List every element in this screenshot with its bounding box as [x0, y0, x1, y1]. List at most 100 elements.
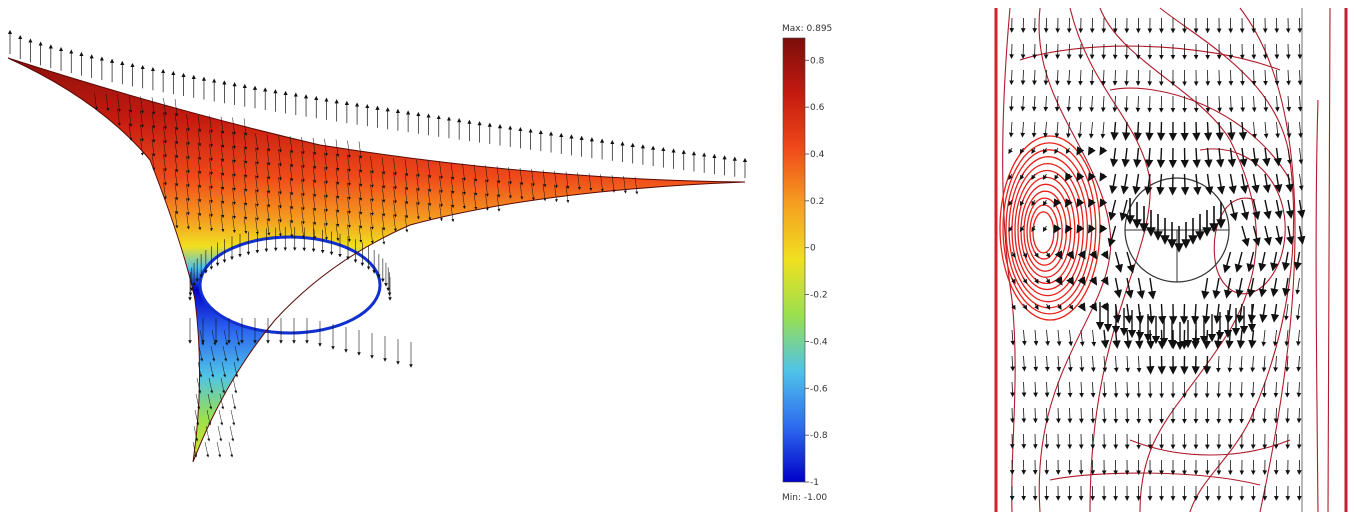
vector-arrow	[220, 377, 226, 394]
flow-arrow	[1033, 381, 1038, 398]
vector-arrow	[128, 95, 133, 113]
vector-arrow	[199, 329, 205, 346]
vector-arrow	[393, 172, 397, 190]
streamline	[1327, 7, 1331, 512]
colorbar-tick-label: 0.6	[810, 103, 825, 113]
vector-arrow	[197, 198, 202, 217]
colorbar-tick-label: 0	[810, 244, 816, 254]
flow-arrow	[1212, 277, 1221, 300]
vector-arrow	[193, 425, 199, 442]
vector-arrow	[301, 164, 305, 183]
vector-arrow	[243, 202, 248, 220]
vector-arrow	[347, 182, 351, 200]
vector-arrow	[220, 186, 225, 205]
vector-arrow	[358, 183, 363, 201]
flow-arrow	[1010, 381, 1015, 398]
vector-arrow	[207, 393, 213, 410]
streamline	[1315, 99, 1319, 512]
membrane-hole	[198, 235, 382, 335]
vortex-loops	[999, 135, 1101, 321]
flow-arrow	[1022, 303, 1028, 311]
vector-arrow	[600, 174, 604, 192]
vector-arrow	[519, 167, 524, 186]
flow-arrow	[1100, 329, 1110, 349]
flow-arrow	[1089, 69, 1095, 86]
vector-arrow	[301, 192, 305, 211]
vector-arrow	[255, 147, 259, 165]
flow-arrow	[1157, 303, 1167, 325]
flow-arrow	[1066, 121, 1071, 139]
colorbar-bar	[782, 37, 806, 483]
vector-arrow	[623, 176, 627, 194]
vector-arrow	[230, 409, 236, 426]
vector-arrow	[450, 162, 455, 181]
vector-arrow	[554, 170, 558, 189]
flow-arrow	[1252, 199, 1261, 221]
flow-arrow	[1008, 173, 1013, 181]
flow-arrow	[1298, 173, 1304, 191]
flow-arrow	[1125, 355, 1131, 373]
vector-arrow	[140, 110, 144, 128]
vector-arrow	[473, 178, 478, 196]
vector-arrow	[335, 153, 340, 172]
flow-arrow	[1107, 225, 1117, 248]
flow-arrow	[1034, 303, 1039, 311]
vector-arrow	[393, 158, 397, 176]
vector-arrow	[416, 187, 420, 206]
flow-arrow	[1263, 95, 1269, 113]
vector-arrow	[163, 112, 167, 130]
flow-arrow	[1089, 302, 1098, 312]
vector-arrow	[243, 132, 248, 150]
flow-arrow	[1251, 95, 1257, 113]
vector-arrow	[231, 393, 237, 410]
flow-arrow	[1076, 224, 1085, 234]
vector-arrow	[232, 201, 236, 219]
flow-arrow	[1008, 147, 1013, 155]
flow-arrow	[1273, 381, 1279, 398]
flow-arrow	[1204, 147, 1213, 168]
vector-arrow	[496, 194, 501, 212]
flow-arrow	[1089, 250, 1098, 260]
flow-arrow	[1056, 355, 1062, 372]
vector-arrow	[209, 115, 213, 134]
flow-arrow	[1021, 355, 1027, 372]
flow-arrow	[1286, 69, 1291, 86]
vector-arrow	[151, 97, 156, 115]
vector-arrow	[370, 170, 374, 188]
vector-arrow	[163, 154, 167, 172]
flow-arrow	[1102, 355, 1108, 373]
vector-arrow	[255, 175, 259, 193]
flow-arrow	[1145, 121, 1154, 142]
vector-arrow	[220, 158, 225, 177]
flow-arrow	[1136, 355, 1142, 373]
vector-arrow	[416, 159, 420, 178]
vector-arrow	[255, 189, 259, 207]
vortex-loop	[1032, 211, 1055, 254]
flow-arrow	[1135, 95, 1141, 113]
flow-arrow	[1234, 251, 1243, 273]
flow-arrow	[1033, 329, 1039, 346]
vector-arrow	[117, 108, 121, 126]
flow-arrow	[1065, 147, 1071, 155]
flow-arrow	[1101, 69, 1106, 86]
vector-arrow	[151, 125, 156, 143]
vector-arrow	[393, 200, 397, 218]
flow-arrow	[1076, 198, 1085, 208]
vector-arrow	[312, 151, 317, 170]
flow-arrow	[1067, 407, 1073, 424]
vector-arrow	[289, 163, 294, 182]
vector-arrow	[335, 209, 340, 228]
vector-arrow	[416, 173, 420, 192]
flow-arrow	[1281, 251, 1291, 271]
flow-arrow	[1285, 199, 1295, 219]
vector-arrow	[301, 150, 305, 169]
flow-arrow	[1191, 303, 1200, 325]
vector-arrow	[232, 145, 236, 163]
flow-arrow	[1099, 172, 1108, 182]
vector-arrow	[289, 135, 294, 154]
vector-arrow	[174, 168, 179, 187]
flow-arrow	[1273, 147, 1282, 167]
vector-arrow	[301, 206, 305, 225]
flow-arrow	[1125, 381, 1130, 399]
flow-arrow	[1236, 329, 1246, 349]
